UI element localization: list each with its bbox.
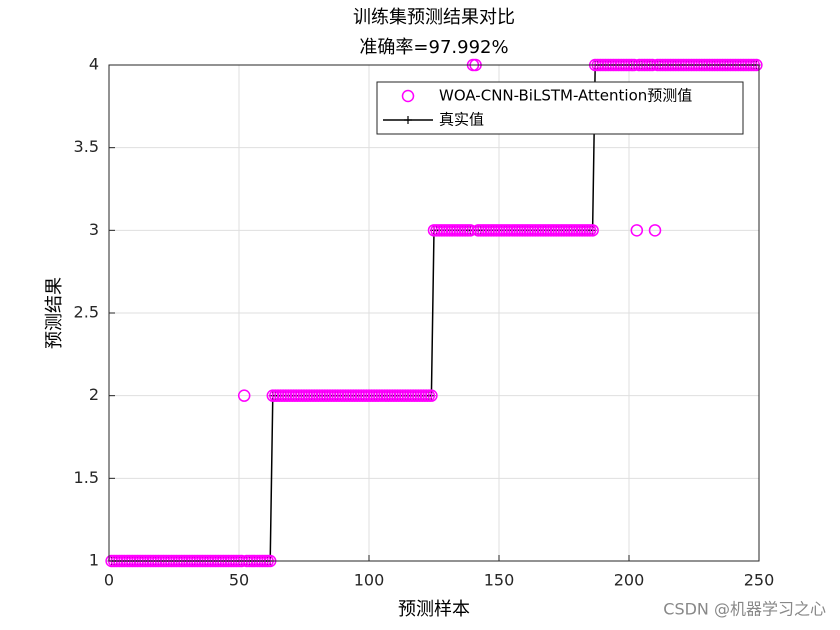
- legend-marker: [401, 89, 415, 103]
- x-tick-label: 150: [484, 571, 515, 590]
- x-tick-label: 250: [744, 571, 775, 590]
- legend-label: WOA-CNN-BiLSTM-Attention预测值: [439, 87, 692, 105]
- legend-marker: [404, 116, 412, 124]
- chart-title: 训练集预测结果对比: [353, 7, 515, 28]
- x-tick-label: 100: [354, 571, 385, 590]
- x-tick-label: 50: [229, 571, 249, 590]
- point: [586, 224, 599, 237]
- legend-box: [376, 81, 744, 135]
- y-tick-label: 1: [89, 551, 99, 570]
- point: [425, 389, 438, 402]
- y-tick-label: 3.5: [74, 137, 99, 156]
- point: [630, 224, 644, 237]
- legend-label: 真实值: [439, 111, 484, 129]
- x-axis-label: 预测样本: [398, 599, 470, 620]
- y-tick-label: 2.5: [74, 303, 99, 322]
- axes-box: [108, 64, 760, 562]
- y-axis-label: 预测结果: [44, 277, 65, 349]
- y-tick-label: 4: [89, 55, 99, 74]
- y-tick-label: 1.5: [74, 468, 99, 487]
- watermark: CSDN @机器学习之心: [663, 600, 826, 619]
- chart-subtitle: 准确率=97.992%: [359, 37, 508, 58]
- x-tick-label: 200: [614, 571, 645, 590]
- y-tick-label: 2: [89, 385, 99, 404]
- y-tick-label: 3: [89, 220, 99, 239]
- point: [648, 224, 662, 237]
- point: [237, 389, 251, 402]
- x-tick-label: 0: [104, 571, 114, 590]
